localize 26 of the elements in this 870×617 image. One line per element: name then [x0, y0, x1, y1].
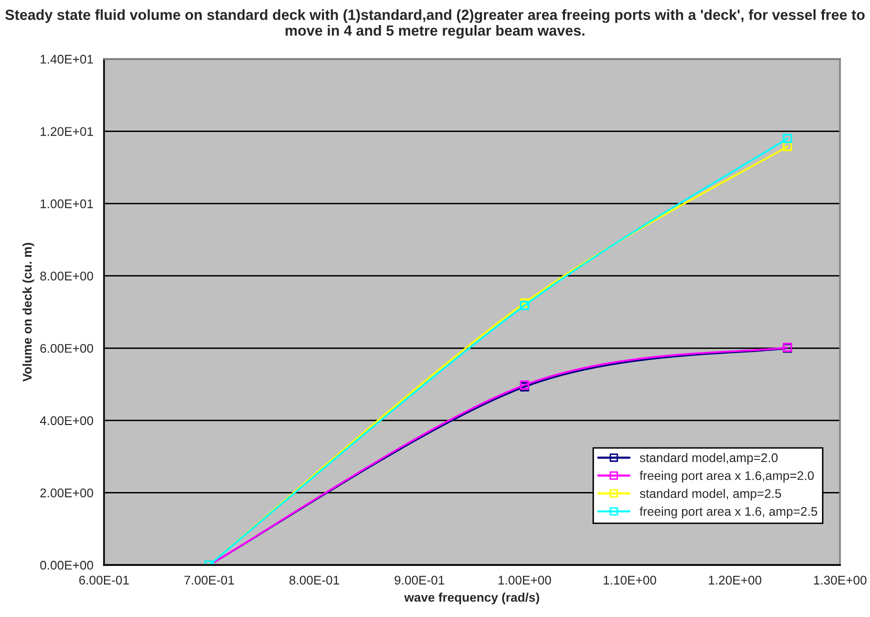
y-tick-label: 4.00E+00	[40, 416, 94, 426]
y-tick-label: 1.40E+01	[40, 54, 93, 64]
x-tick-label: 1.10E+00	[604, 576, 656, 585]
x-tick-label: 7.00E-01	[184, 576, 234, 585]
x-tick-label: 9.00E-01	[394, 576, 444, 585]
legend-label: standard model,amp=2.0	[640, 452, 778, 465]
x-tick-label: 1.00E+00	[498, 576, 552, 585]
x-tick-label: 1.30E+00	[814, 576, 866, 585]
legend-label: freeing port area x 1.6, amp=2.5	[640, 506, 818, 518]
y-tick-label: 1.00E+01	[40, 199, 93, 208]
x-tick-label: 1.20E+00	[708, 576, 762, 585]
x-tick-label: 6.00E-01	[79, 576, 129, 585]
x-axis-title: wave frequency (rad/s)	[404, 592, 540, 604]
x-tick-label: 8.00E-01	[289, 576, 340, 585]
point	[520, 300, 530, 310]
point	[782, 134, 792, 144]
legend-label: standard model, amp=2.5	[640, 488, 782, 500]
legend-label: freeing port area x 1.6,amp=2.0	[640, 470, 814, 483]
y-axis-title: Volume on deck (cu. m)	[22, 242, 34, 382]
y-tick-label: 1.20E+01	[40, 127, 93, 136]
y-tick-label: 0.00E+00	[40, 560, 94, 570]
y-tick-label: 8.00E+00	[40, 272, 94, 281]
point	[782, 142, 792, 152]
chart-title: Steady state fluid volume on standard deck with (1)standard,and (2)greater area freeing ports with a 'deck', for vessel free to move in 4 and 5 metre regular beam waves.	[5, 9, 865, 39]
y-tick-label: 2.00E+00	[40, 488, 94, 498]
y-tick-label: 6.00E+00	[40, 344, 94, 353]
